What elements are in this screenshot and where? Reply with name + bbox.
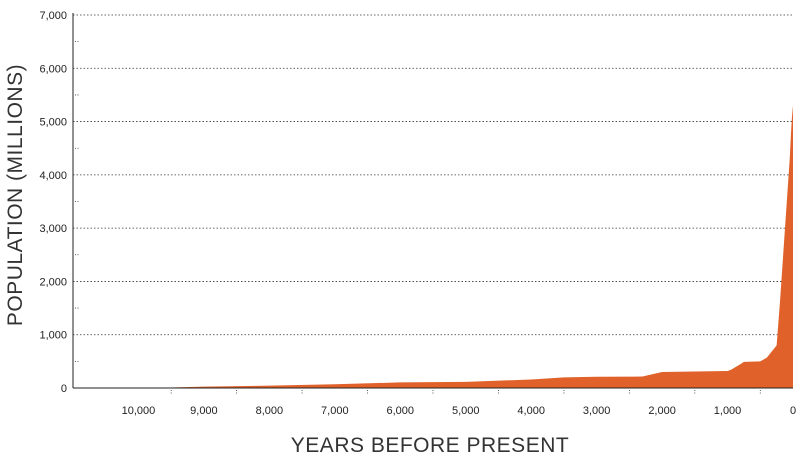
y-tick-label-3: 3,000 bbox=[39, 223, 67, 235]
y-tick-labels: 0 1,000 2,000 3,000 4,000 5,000 6,000 7,000 bbox=[39, 10, 67, 395]
y-tick-label-0: 0 bbox=[61, 383, 67, 395]
population-area bbox=[73, 105, 793, 388]
y-tick-label-4: 4,000 bbox=[39, 170, 67, 182]
x-tick-label-0: 10,000 bbox=[122, 405, 156, 417]
y-tick-label-1: 1,000 bbox=[39, 330, 67, 342]
x-axis-title: YEARS BEFORE PRESENT bbox=[291, 434, 569, 457]
y-axis-title: POPULATION (MILLIONS) bbox=[4, 64, 27, 326]
y-tick-label-5: 5,000 bbox=[39, 117, 67, 129]
y-tick-label-7: 7,000 bbox=[39, 10, 67, 22]
y-tick-label-2: 2,000 bbox=[39, 276, 67, 288]
x-tick-label-9: 1,000 bbox=[714, 405, 742, 417]
x-tick-label-4: 6,000 bbox=[387, 405, 415, 417]
x-tick-label-10: 0 bbox=[790, 405, 796, 417]
x-tick-labels: 10,000 9,000 8,000 7,000 6,000 5,000 4,000 3,00… bbox=[122, 405, 796, 417]
gridlines bbox=[73, 14, 793, 336]
minor-tick-marks bbox=[75, 41, 761, 395]
x-tick-label-6: 4,000 bbox=[517, 405, 545, 417]
x-tick-label-3: 7,000 bbox=[321, 405, 349, 417]
x-tick-label-2: 8,000 bbox=[256, 405, 284, 417]
x-tick-label-5: 5,000 bbox=[452, 405, 480, 417]
x-tick-label-7: 3,000 bbox=[583, 405, 611, 417]
x-tick-label-8: 2,000 bbox=[648, 405, 676, 417]
y-tick-label-6: 6,000 bbox=[39, 63, 67, 75]
x-tick-label-1: 9,000 bbox=[190, 405, 218, 417]
